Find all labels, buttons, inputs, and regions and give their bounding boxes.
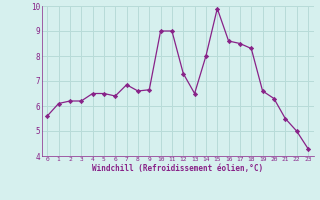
X-axis label: Windchill (Refroidissement éolien,°C): Windchill (Refroidissement éolien,°C) [92, 164, 263, 173]
